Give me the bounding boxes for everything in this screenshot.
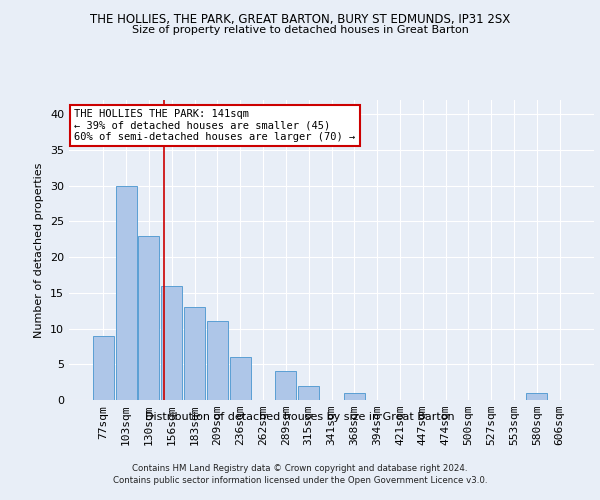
Bar: [275, 372, 296, 400]
Bar: [207, 322, 228, 400]
Bar: [161, 286, 182, 400]
Text: THE HOLLIES, THE PARK, GREAT BARTON, BURY ST EDMUNDS, IP31 2SX: THE HOLLIES, THE PARK, GREAT BARTON, BUR…: [90, 12, 510, 26]
Y-axis label: Number of detached properties: Number of detached properties: [34, 162, 44, 338]
Text: Contains HM Land Registry data © Crown copyright and database right 2024.: Contains HM Land Registry data © Crown c…: [132, 464, 468, 473]
Bar: [298, 386, 319, 400]
Bar: [116, 186, 137, 400]
Bar: [230, 357, 251, 400]
Bar: [344, 393, 365, 400]
Bar: [139, 236, 160, 400]
Text: Distribution of detached houses by size in Great Barton: Distribution of detached houses by size …: [145, 412, 455, 422]
Bar: [184, 307, 205, 400]
Text: THE HOLLIES THE PARK: 141sqm
← 39% of detached houses are smaller (45)
60% of se: THE HOLLIES THE PARK: 141sqm ← 39% of de…: [74, 109, 355, 142]
Text: Contains public sector information licensed under the Open Government Licence v3: Contains public sector information licen…: [113, 476, 487, 485]
Text: Size of property relative to detached houses in Great Barton: Size of property relative to detached ho…: [131, 25, 469, 35]
Bar: [526, 393, 547, 400]
Bar: [93, 336, 114, 400]
